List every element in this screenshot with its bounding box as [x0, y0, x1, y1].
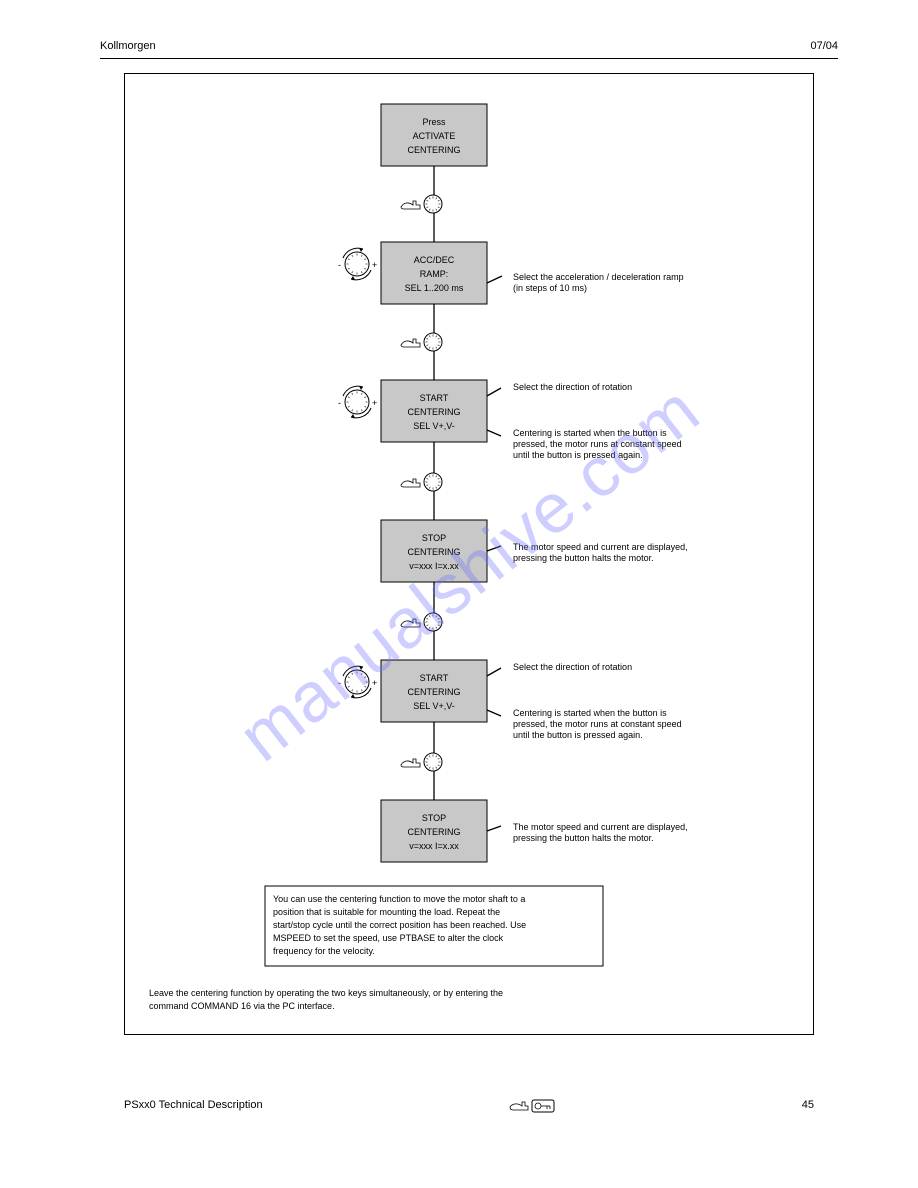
svg-text:START: START — [420, 673, 449, 683]
footer-page: 45 — [802, 1099, 814, 1111]
svg-text:+: + — [372, 398, 377, 408]
flow-step: STARTCENTERINGSEL V+,V--+Select the dire… — [338, 660, 682, 740]
press-icon — [401, 333, 442, 351]
svg-text:-: - — [338, 398, 341, 408]
diagram-frame: manualshive.com PressACTIVATECENTERINGAC… — [124, 73, 814, 1035]
svg-text:pressing the button halts the: pressing the button halts the motor. — [513, 833, 654, 843]
svg-text:-: - — [338, 678, 341, 688]
flow-step: ACC/DECRAMP:SEL 1..200 ms-+Select the ac… — [338, 242, 684, 304]
footer-title: PSxx0 Technical Description — [124, 1099, 263, 1111]
svg-text:Select the acceleration / dece: Select the acceleration / deceleration r… — [513, 272, 684, 282]
svg-text:v=xxx I=x.xx: v=xxx I=x.xx — [409, 841, 459, 851]
svg-text:STOP: STOP — [422, 813, 446, 823]
svg-text:-: - — [338, 260, 341, 270]
rotary-icon: -+ — [338, 386, 377, 418]
svg-text:until the button is pressed ag: until the button is pressed again. — [513, 730, 643, 740]
svg-text:ACC/DEC: ACC/DEC — [414, 255, 455, 265]
svg-text:RAMP:: RAMP: — [420, 269, 449, 279]
svg-text:SEL V+,V-: SEL V+,V- — [413, 701, 454, 711]
flowchart-svg: Press ACTIVATE CENTERING ACC/DEC RAMP: SEL 1.… — [125, 84, 813, 1034]
header-rule — [100, 58, 838, 59]
svg-text:Centering is started when the: Centering is started when the button is — [513, 428, 667, 438]
svg-text:The motor speed and current ar: The motor speed and current are displaye… — [513, 822, 688, 832]
leave-note: Leave the centering function by operatin… — [149, 988, 503, 998]
svg-text:Centering is started when the: Centering is started when the button is — [513, 708, 667, 718]
hand-key-icon — [508, 1095, 556, 1115]
press-icon — [401, 473, 442, 491]
svg-text:CENTERING: CENTERING — [407, 827, 460, 837]
svg-text:START: START — [420, 393, 449, 403]
svg-text:Select the direction of rotati: Select the direction of rotation — [513, 382, 632, 392]
svg-text:+: + — [372, 678, 377, 688]
svg-text:position that is suitable for: position that is suitable for mounting t… — [273, 907, 500, 917]
svg-text:(in steps of 10 ms): (in steps of 10 ms) — [513, 283, 587, 293]
svg-text:start/stop cycle until the cor: start/stop cycle until the correct posit… — [273, 920, 526, 930]
flow-step: STOP CENTERING v=xxx I=x.xx The motor speed… — [381, 800, 688, 862]
svg-text:pressing the button halts the: pressing the button halts the motor. — [513, 553, 654, 563]
svg-text:frequency for the velocity.: frequency for the velocity. — [273, 946, 375, 956]
svg-text:CENTERING: CENTERING — [407, 547, 460, 557]
svg-text:CENTERING: CENTERING — [407, 407, 460, 417]
press-icon — [401, 613, 442, 631]
svg-text:The motor speed and current ar: The motor speed and current are displaye… — [513, 542, 688, 552]
flow-step: STARTCENTERINGSEL V+,V--+Select the dire… — [338, 380, 682, 460]
svg-text:CENTERING: CENTERING — [407, 145, 460, 155]
leave-note: command COMMAND 16 via the PC interface. — [149, 1001, 335, 1011]
svg-text:MSPEED to set the speed, use P: MSPEED to set the speed, use PTBASE to a… — [273, 933, 504, 943]
svg-text:SEL V+,V-: SEL V+,V- — [413, 421, 454, 431]
svg-text:SEL 1..200 ms: SEL 1..200 ms — [405, 283, 464, 293]
svg-text:v=xxx I=x.xx: v=xxx I=x.xx — [409, 561, 459, 571]
rotary-icon: -+ — [338, 248, 377, 280]
svg-text:+: + — [372, 260, 377, 270]
svg-text:until the button is pressed ag: until the button is pressed again. — [513, 450, 643, 460]
flow-step: Press ACTIVATE CENTERING — [381, 104, 487, 166]
press-icon — [401, 195, 442, 213]
svg-text:You can use the centering func: You can use the centering function to mo… — [273, 894, 525, 904]
header-date: 07/04 — [810, 40, 838, 52]
svg-text:Select the direction of rotati: Select the direction of rotation — [513, 662, 632, 672]
press-icon — [401, 753, 442, 771]
svg-text:Press: Press — [422, 117, 446, 127]
flow-step: STOP CENTERING v=xxx I=x.xx The motor speed… — [381, 520, 688, 582]
svg-text:CENTERING: CENTERING — [407, 687, 460, 697]
svg-text:ACTIVATE: ACTIVATE — [413, 131, 456, 141]
rotary-icon: -+ — [338, 666, 377, 698]
svg-text:STOP: STOP — [422, 533, 446, 543]
svg-text:pressed, the motor runs at con: pressed, the motor runs at constant spee… — [513, 439, 682, 449]
header-brand: Kollmorgen — [100, 40, 156, 52]
svg-text:pressed, the motor runs at con: pressed, the motor runs at constant spee… — [513, 719, 682, 729]
